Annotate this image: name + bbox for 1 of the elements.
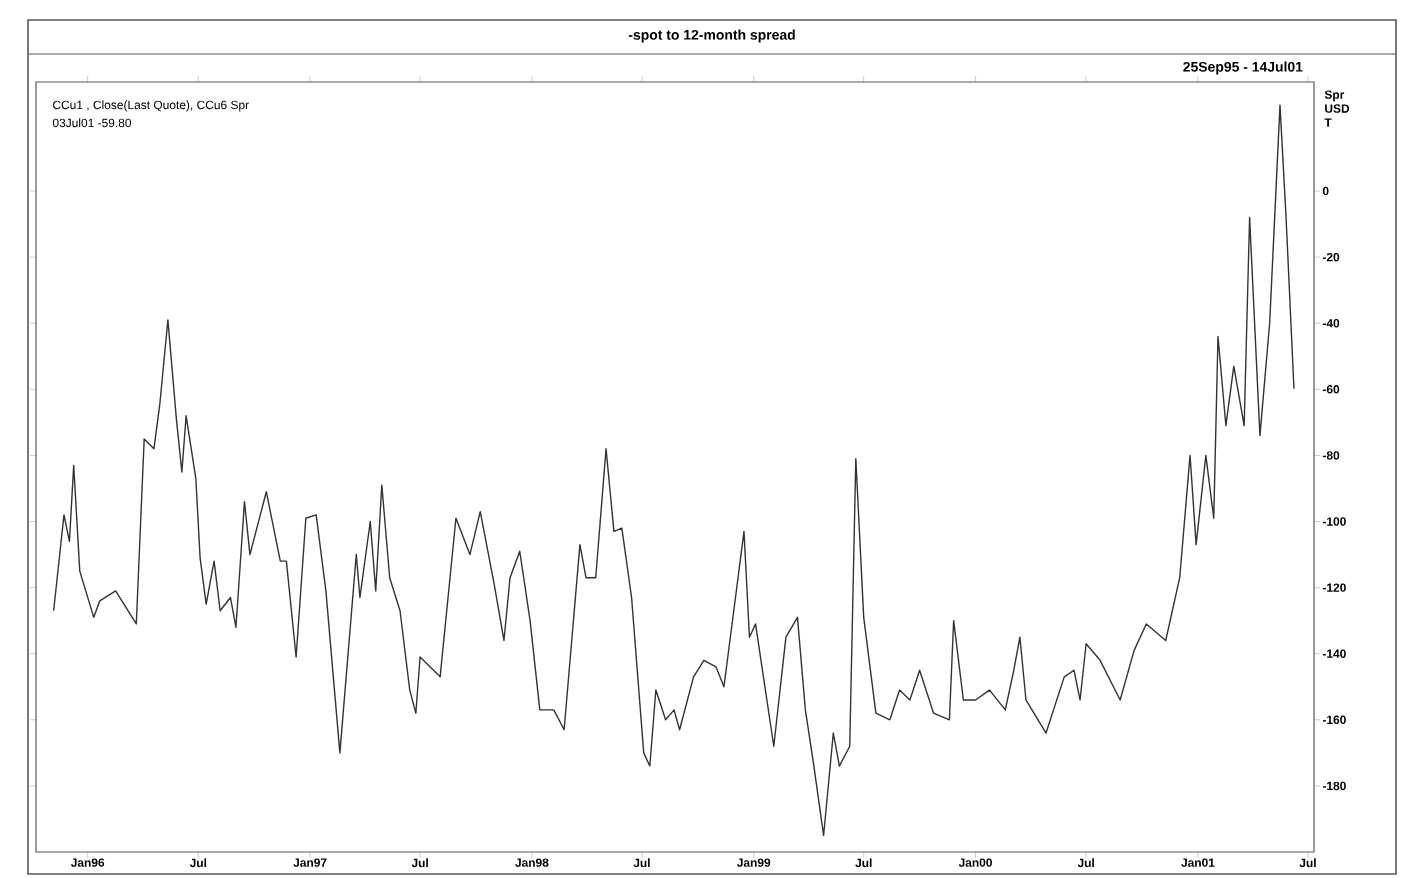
line-series (52, 104, 1295, 837)
